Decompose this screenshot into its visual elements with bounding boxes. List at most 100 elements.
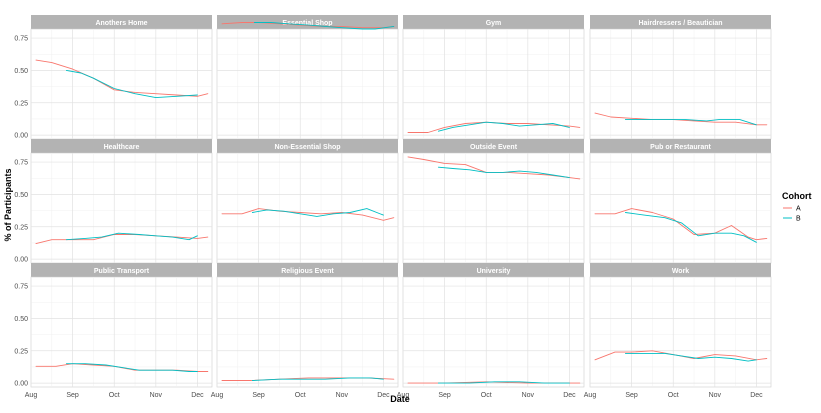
panel-strip — [217, 263, 398, 277]
y-tick-label: 0.25 — [14, 348, 28, 355]
panel-plot-area — [216, 152, 399, 264]
series-line-b — [65, 69, 198, 99]
legend-label: A — [796, 206, 801, 213]
series-line-b — [437, 381, 570, 384]
panel-strip — [590, 139, 771, 153]
series-line-b — [253, 22, 395, 30]
series-line-b — [624, 352, 757, 362]
x-tick-label: Dec — [377, 392, 390, 399]
y-tick-label: 0.50 — [14, 68, 28, 75]
x-tick-label: Oct — [295, 392, 306, 399]
y-tick-label: 0.75 — [14, 160, 28, 167]
panel-strip — [31, 15, 212, 29]
x-tick-label: Aug — [211, 392, 224, 399]
x-tick-label: Sep — [438, 392, 451, 399]
panel: University Aug Sep Oct Nov Dec — [397, 263, 585, 399]
y-tick-label: 0.25 — [14, 100, 28, 107]
panel-strip — [31, 139, 212, 153]
legend-entry: A — [783, 206, 801, 213]
y-tick-label: 0.50 — [14, 192, 28, 199]
panel-title: Non-Essential Shop — [274, 144, 340, 151]
series-line-a — [594, 208, 768, 241]
panel-plot-area — [402, 276, 585, 388]
panel-strip — [590, 263, 771, 277]
y-tick-label: 0.00 — [14, 133, 28, 140]
x-tick-label: Aug — [584, 392, 597, 399]
panel-title: Anothers Home — [95, 20, 147, 27]
x-tick-label: Aug — [25, 392, 38, 399]
series-line-a — [594, 112, 768, 126]
panel-strip — [217, 139, 398, 153]
panel: Essential Shop — [216, 15, 399, 140]
panel-strip — [403, 15, 584, 29]
panel-title: Healthcare — [104, 144, 140, 151]
series-line-a — [221, 22, 395, 29]
legend-entry: B — [783, 216, 801, 223]
panel-plot-area — [402, 152, 585, 264]
panel-title: Pub or Restaurant — [650, 144, 711, 151]
x-tick-label: Oct — [109, 392, 120, 399]
panel: Religious Event Aug Sep Oct Nov Dec — [211, 263, 399, 399]
legend-label: B — [796, 216, 801, 223]
y-tick-label: 0.00 — [14, 257, 28, 264]
panel-plot-area — [30, 276, 213, 388]
x-axis-title: Date — [390, 394, 410, 404]
panel-strip — [403, 263, 584, 277]
panel-strip — [403, 139, 584, 153]
legend-title: Cohort — [782, 191, 812, 201]
series-line-a — [35, 234, 209, 245]
panel: Non-Essential Shop — [216, 139, 399, 264]
panel-title: Essential Shop — [282, 20, 332, 27]
x-tick-label: Aug — [397, 392, 410, 399]
series-line-a — [221, 208, 395, 221]
panel: Anothers Home 0.00 0.25 0.50 0.75 — [14, 15, 213, 140]
panel: Outside Event — [402, 139, 585, 264]
panel-plot-area — [589, 28, 772, 140]
panel-strip — [31, 263, 212, 277]
panel-strip — [590, 15, 771, 29]
x-tick-label: Nov — [336, 392, 349, 399]
y-tick-label: 0.75 — [14, 36, 28, 43]
y-axis-title: % of Participants — [3, 168, 13, 241]
panel-title: Work — [672, 268, 689, 275]
panel-plot-area — [216, 276, 399, 388]
series-line-b — [65, 363, 198, 372]
y-tick-label: 0.25 — [14, 224, 28, 231]
panel-title: Hairdressers / Beautician — [638, 20, 722, 27]
series-line-b — [251, 377, 384, 381]
x-tick-label: Dec — [191, 392, 204, 399]
panel-plot-area — [589, 276, 772, 388]
x-tick-label: Oct — [481, 392, 492, 399]
panel-strip — [217, 15, 398, 29]
series-line-b — [251, 208, 384, 217]
x-tick-label: Sep — [66, 392, 79, 399]
series-line-b — [624, 119, 757, 126]
panel-title: Gym — [486, 20, 502, 27]
panel-plot-area — [402, 28, 585, 140]
panel-title: Outside Event — [470, 144, 518, 151]
x-tick-label: Oct — [668, 392, 679, 399]
x-tick-label: Nov — [522, 392, 535, 399]
panel-title: Religious Event — [281, 268, 334, 275]
panel: Public Transport 0.00 0.25 0.50 0.75 Aug Sep Oc… — [14, 263, 213, 399]
x-tick-label: Dec — [563, 392, 576, 399]
panel-plot-area — [216, 28, 399, 140]
panel-title: University — [477, 268, 511, 275]
series-line-b — [65, 232, 198, 241]
legend: Cohort AB — [782, 191, 812, 223]
x-tick-label: Nov — [709, 392, 722, 399]
y-tick-label: 0.75 — [14, 284, 28, 291]
panel-title: Public Transport — [94, 268, 150, 275]
panel-plot-area — [30, 28, 213, 140]
legend-entries: AB — [783, 206, 801, 223]
y-tick-label: 0.50 — [14, 316, 28, 323]
x-tick-label: Nov — [150, 392, 163, 399]
panel-plot-area — [589, 152, 772, 264]
panel: Healthcare 0.00 0.25 0.50 0.75 — [14, 139, 213, 264]
panel: Gym — [402, 15, 585, 140]
panel: Pub or Restaurant — [589, 139, 772, 264]
chart-panels: Anothers Home 0.00 0.25 0.50 0.75 Essential S… — [14, 15, 772, 399]
panel-plot-area — [30, 152, 213, 264]
y-tick-label: 0.00 — [14, 381, 28, 388]
